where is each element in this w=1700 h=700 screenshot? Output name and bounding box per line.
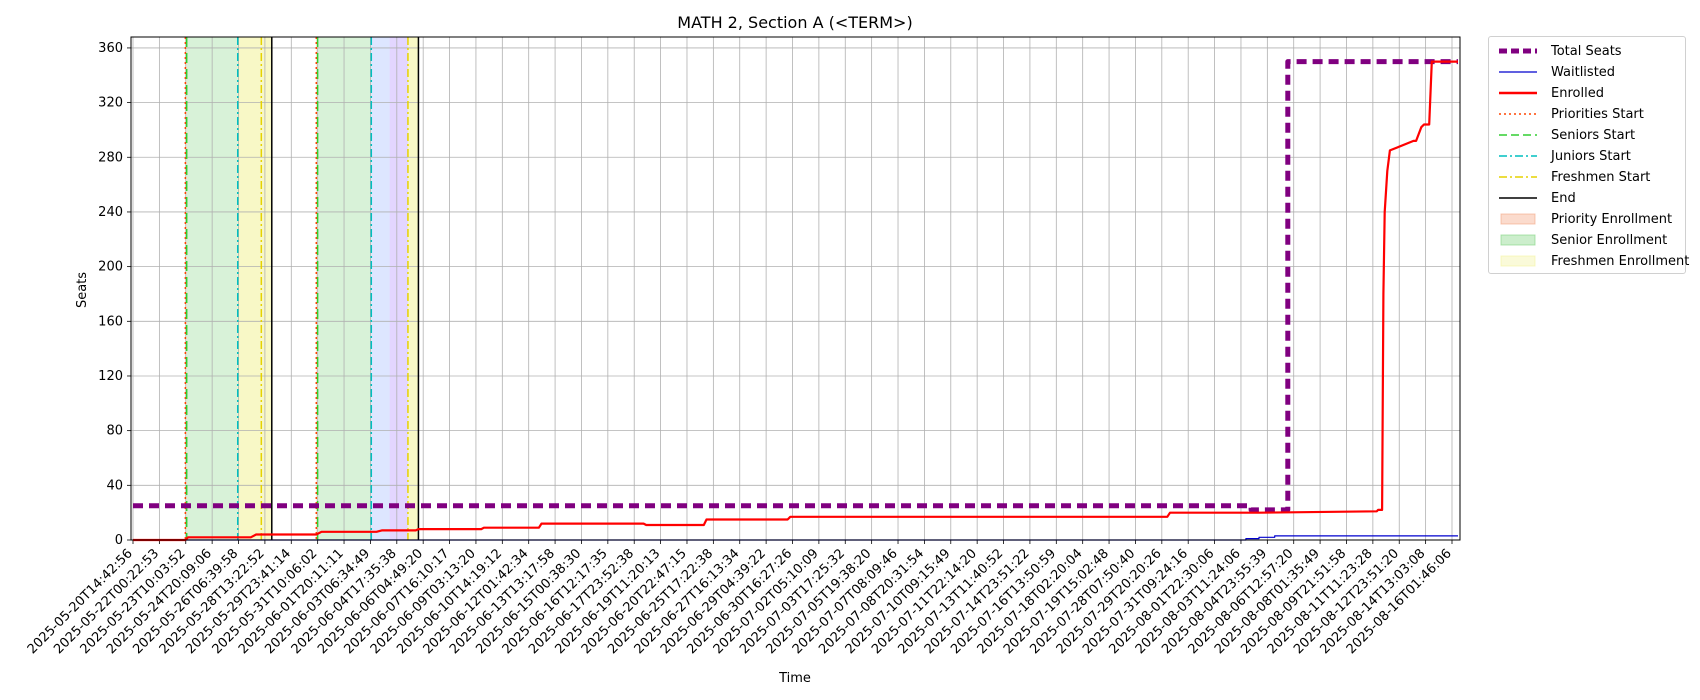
legend-swatch xyxy=(1500,255,1536,267)
span-freshmen-enrollment xyxy=(237,37,272,540)
legend-swatch xyxy=(1500,213,1536,225)
axes-frame xyxy=(130,36,1461,541)
legend-item: Freshmen Enrollment xyxy=(1497,251,1689,271)
legend-patch xyxy=(1500,255,1536,267)
y-tick-label: 200 xyxy=(98,260,123,275)
x-axis-label: Time xyxy=(778,671,811,686)
y-tick-label: 160 xyxy=(98,314,123,329)
legend-label: Priority Enrollment xyxy=(1551,211,1673,227)
y-tick-label: 120 xyxy=(98,369,123,384)
legend-item: Priority Enrollment xyxy=(1497,209,1672,229)
legend: Total Seats Waitlisted Enrolled Priorities … xyxy=(1488,36,1689,274)
y-tick-label: 0 xyxy=(115,533,123,548)
y-tick-label: 280 xyxy=(98,150,123,165)
legend-swatch xyxy=(1499,113,1537,115)
series-total-seats xyxy=(133,59,1458,513)
legend-item: Freshmen Start xyxy=(1497,167,1650,187)
legend-swatch xyxy=(1499,176,1537,178)
legend-swatch xyxy=(1499,48,1537,54)
legend-item: End xyxy=(1497,188,1576,208)
y-tick-label: 80 xyxy=(106,424,123,439)
legend-item: Enrolled xyxy=(1497,83,1604,103)
legend-swatch xyxy=(1500,234,1536,246)
legend-label: Waitlisted xyxy=(1551,64,1616,80)
y-axis-label: Seats xyxy=(75,272,90,308)
legend-item: Total Seats xyxy=(1497,41,1622,61)
legend-swatch xyxy=(1499,71,1537,73)
legend-item: Senior Enrollment xyxy=(1497,230,1667,250)
legend-patch xyxy=(1500,213,1536,225)
legend-swatch xyxy=(1499,197,1537,199)
y-tick-label: 40 xyxy=(106,478,123,493)
span-senior-enrollment xyxy=(317,37,372,540)
legend-item: Juniors Start xyxy=(1497,146,1631,166)
legend-item: Waitlisted xyxy=(1497,62,1615,82)
legend-label: Senior Enrollment xyxy=(1551,232,1668,248)
legend-label: Enrolled xyxy=(1551,85,1604,101)
legend-patch xyxy=(1500,234,1536,246)
legend-swatch xyxy=(1499,155,1537,157)
legend-label: End xyxy=(1551,190,1576,206)
legend-label: Total Seats xyxy=(1551,43,1622,59)
legend-swatch xyxy=(1499,134,1537,136)
series-enrolled xyxy=(133,60,1458,542)
legend-item: Priorities Start xyxy=(1497,104,1644,124)
span-sophomore-enrollment xyxy=(389,37,408,540)
y-tick-label: 240 xyxy=(98,205,123,220)
y-tick-label: 360 xyxy=(98,41,123,56)
plot-area: 040801201602002402803203602025-05-20T14:… xyxy=(25,36,1461,657)
legend-label: Freshmen Start xyxy=(1551,169,1651,185)
chart-title: MATH 2, Section A (<TERM>) xyxy=(677,13,912,32)
span-freshmen-enrollment xyxy=(407,37,419,540)
y-tick-label: 320 xyxy=(98,96,123,111)
legend-swatch xyxy=(1499,91,1537,95)
legend-label: Priorities Start xyxy=(1551,106,1644,122)
legend-label: Freshmen Enrollment xyxy=(1551,253,1690,269)
legend-label: Seniors Start xyxy=(1551,127,1636,143)
legend-label: Juniors Start xyxy=(1551,148,1631,164)
legend-item: Seniors Start xyxy=(1497,125,1635,145)
span-junior-enrollment xyxy=(371,37,390,540)
